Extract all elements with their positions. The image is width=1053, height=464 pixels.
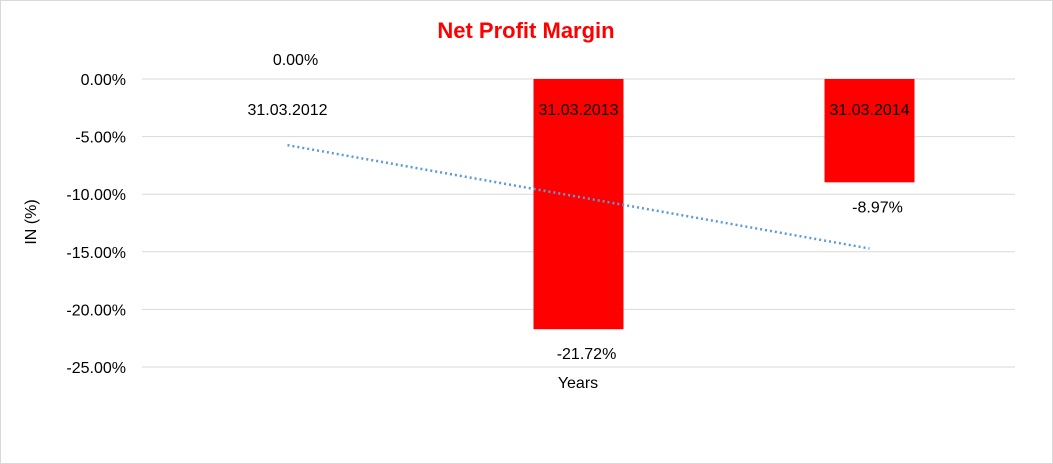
y-tick-label: -25.00% xyxy=(66,360,126,377)
chart-title: Net Profit Margin xyxy=(437,18,614,43)
data-label: -21.72% xyxy=(557,346,617,363)
y-axis-title: IN (%) xyxy=(23,199,40,244)
y-tick-label: -10.00% xyxy=(66,187,126,204)
y-tick-label: -5.00% xyxy=(75,130,126,147)
bars xyxy=(533,79,915,330)
category-label: 31.03.2013 xyxy=(538,102,618,119)
y-tick-label: -15.00% xyxy=(66,245,126,262)
data-label: 0.00% xyxy=(273,52,318,69)
category-label: 31.03.2012 xyxy=(247,102,327,119)
category-label: 31.03.2014 xyxy=(829,102,909,119)
data-label: -8.97% xyxy=(852,199,903,216)
bar xyxy=(824,79,915,183)
y-tick-label: 0.00% xyxy=(81,72,126,89)
x-axis-title: Years xyxy=(558,375,598,392)
y-tick-label: -20.00% xyxy=(66,302,126,319)
data-labels: 0.00% -21.72% -8.97% xyxy=(273,52,903,363)
trendline-line xyxy=(287,143,870,250)
y-axis-ticks: 0.00% -5.00% -10.00% -15.00% -20.00% -25.00% xyxy=(66,72,126,377)
category-labels: 31.03.2012 31.03.2013 31.03.2014 xyxy=(247,102,909,119)
trendline xyxy=(287,143,870,250)
bar xyxy=(533,79,624,330)
